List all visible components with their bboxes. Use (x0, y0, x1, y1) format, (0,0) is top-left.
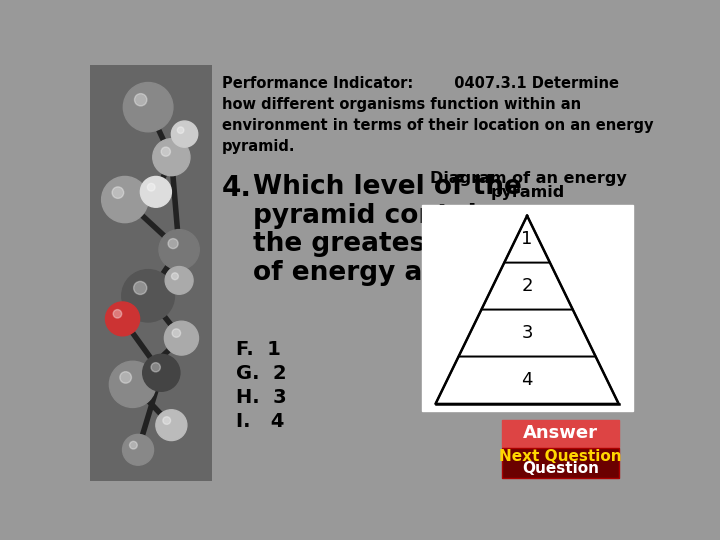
Text: G.  2: G. 2 (235, 364, 287, 383)
Circle shape (168, 239, 178, 248)
Text: of energy available: of energy available (253, 260, 539, 286)
Text: pyramid.: pyramid. (222, 139, 295, 154)
Text: 1: 1 (521, 230, 533, 248)
Text: environment in terms of their location on an energy: environment in terms of their location o… (222, 118, 653, 133)
Text: Answer: Answer (523, 424, 598, 442)
Text: Performance Indicator:        0407.3.1 Determine: Performance Indicator: 0407.3.1 Determin… (222, 76, 618, 91)
Circle shape (102, 177, 148, 222)
Circle shape (143, 354, 180, 392)
Text: the greatest amount: the greatest amount (253, 231, 560, 257)
Circle shape (161, 147, 171, 156)
Circle shape (164, 321, 199, 355)
Circle shape (122, 434, 153, 465)
Circle shape (151, 363, 161, 372)
Text: pyramid contains: pyramid contains (253, 202, 511, 228)
Polygon shape (482, 262, 573, 309)
Circle shape (171, 273, 179, 280)
Circle shape (148, 184, 155, 191)
Polygon shape (436, 356, 618, 403)
Circle shape (140, 177, 171, 207)
Polygon shape (459, 309, 595, 356)
Circle shape (177, 127, 184, 133)
Circle shape (165, 267, 193, 294)
Circle shape (171, 121, 198, 147)
Bar (90, 65, 212, 481)
Circle shape (123, 83, 173, 132)
Circle shape (106, 302, 140, 336)
Circle shape (112, 187, 124, 198)
Text: 2: 2 (521, 277, 533, 295)
Text: 3: 3 (521, 324, 533, 342)
Text: Question: Question (522, 461, 599, 476)
Circle shape (135, 93, 147, 106)
FancyBboxPatch shape (503, 448, 618, 477)
Circle shape (134, 281, 147, 294)
Circle shape (172, 329, 181, 338)
Text: 4.: 4. (222, 174, 252, 202)
Bar (422, 205, 632, 411)
Text: Diagram of an energy: Diagram of an energy (430, 171, 626, 186)
Text: H.  3: H. 3 (235, 388, 287, 407)
Circle shape (109, 361, 156, 408)
FancyBboxPatch shape (503, 420, 618, 447)
Circle shape (163, 417, 171, 424)
Polygon shape (504, 215, 550, 262)
Text: I.   4: I. 4 (235, 412, 284, 431)
Circle shape (159, 230, 199, 269)
Text: 4: 4 (521, 371, 533, 389)
Circle shape (153, 139, 190, 176)
Circle shape (122, 269, 174, 322)
Circle shape (130, 441, 138, 449)
Text: how different organisms function within an: how different organisms function within … (222, 97, 581, 112)
Text: Next Question: Next Question (499, 449, 622, 464)
Circle shape (113, 309, 122, 318)
Circle shape (120, 372, 132, 383)
Circle shape (156, 410, 187, 441)
Text: Which level of the: Which level of the (253, 174, 521, 200)
Text: pyramid: pyramid (491, 185, 565, 200)
Text: F.  1: F. 1 (235, 340, 281, 360)
